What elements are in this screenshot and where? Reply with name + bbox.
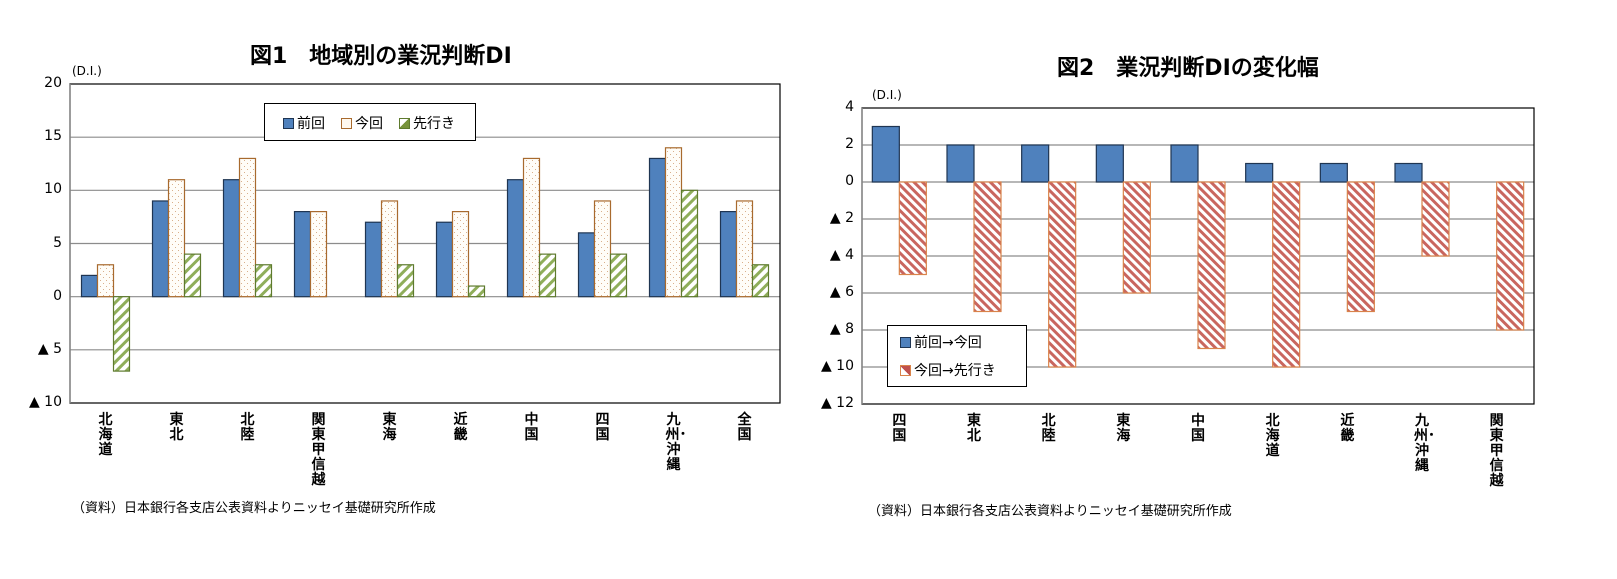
x-category-label: 東海 <box>382 412 397 443</box>
chart1-title: 図1 地域別の業況判断DI <box>250 44 512 69</box>
y-tick-label: ▲ 12 <box>820 395 854 411</box>
bar-前回→今回-東海 <box>1095 144 1124 183</box>
bar-今回-東北 <box>167 179 186 298</box>
bar-先行き-北陸 <box>254 264 273 298</box>
legend-label: 前回→今回 <box>914 335 982 351</box>
x-category-label: 近畿 <box>453 412 468 443</box>
y-tick-label: ▲ 6 <box>829 284 854 300</box>
y-tick-label: 0 <box>845 173 854 189</box>
y-tick-label: 10 <box>44 181 62 198</box>
y-tick-label: ▲ 4 <box>829 247 854 263</box>
legend-swatch-icon <box>399 117 410 129</box>
x-category-label: 北海道 <box>98 412 113 458</box>
x-category-label: 九州･沖縄 <box>665 412 687 473</box>
x-category-label: 中国 <box>1191 413 1205 444</box>
legend-swatch-icon <box>900 364 911 376</box>
chart1-source-note: （資料）日本銀行各支店公表資料よりニッセイ基礎研究所作成 <box>72 501 436 516</box>
chart1-plot-area <box>69 83 781 404</box>
y-tick-label: ▲ 10 <box>820 358 854 374</box>
legend-item: 前回 <box>283 113 325 133</box>
x-category-label: 東北 <box>967 413 981 444</box>
x-category-label: 北陸 <box>1041 413 1056 444</box>
chart2-title: 図2 業況判断DIの変化幅 <box>1057 56 1319 81</box>
bar-今回-東海 <box>380 200 399 298</box>
bar-今回-近畿 <box>451 211 470 298</box>
bar-前回→今回-九州・沖縄 <box>1394 162 1423 183</box>
bar-前回→今回-中国 <box>1170 144 1199 183</box>
chart1-unit-label: (D.I.) <box>72 64 102 78</box>
bar-今回→先行き-東北 <box>973 181 1002 313</box>
y-tick-label: 5 <box>53 234 62 251</box>
chart2-legend: 前回→今回今回→先行き <box>887 325 1027 387</box>
bar-今回-中国 <box>522 157 541 298</box>
legend-item: 前回→今回 <box>900 332 1010 352</box>
x-category-label: 四国 <box>892 413 907 444</box>
bar-先行き-東北 <box>183 253 202 298</box>
bar-先行き-中国 <box>538 253 557 298</box>
y-tick-label: 0 <box>53 287 62 304</box>
x-category-label: 東北 <box>169 412 184 443</box>
chart1-legend: 前回 今回 先行き <box>264 103 476 141</box>
bar-先行き-全国 <box>751 264 770 298</box>
legend-label: 今回→先行き <box>914 363 996 379</box>
x-category-label: 四国 <box>595 412 610 443</box>
bar-前回→今回-北陸 <box>1021 144 1050 183</box>
bar-先行き-四国 <box>609 253 628 298</box>
legend-label: 今回 <box>355 116 383 132</box>
y-tick-label: 4 <box>845 99 854 115</box>
bar-今回→先行き-四国 <box>898 181 927 276</box>
bar-前回→今回-四国 <box>871 125 900 183</box>
chart2-source-note: （資料）日本銀行各支店公表資料よりニッセイ基礎研究所作成 <box>868 504 1232 519</box>
x-category-label: 関東甲信越 <box>311 412 326 488</box>
bar-今回-全国 <box>735 200 754 298</box>
bar-今回-北陸 <box>238 157 257 298</box>
legend-label: 先行き <box>413 116 455 132</box>
bar-先行き-北海道 <box>112 296 131 372</box>
legend-swatch-icon <box>341 117 352 129</box>
y-tick-label: ▲ 2 <box>829 210 854 226</box>
legend-label: 前回 <box>297 116 325 132</box>
bar-前回→今回-近畿 <box>1319 162 1348 183</box>
x-category-label: 近畿 <box>1340 413 1355 444</box>
bar-今回→先行き-関東甲信越 <box>1496 181 1525 331</box>
y-tick-label: ▲ 5 <box>37 340 62 357</box>
x-category-label: 東海 <box>1116 413 1131 444</box>
legend-item: 先行き <box>399 113 455 133</box>
bar-先行き-九州・沖縄 <box>680 189 699 298</box>
bar-先行き-東海 <box>396 264 415 298</box>
x-category-label: 関東甲信越 <box>1489 413 1504 489</box>
x-category-label: 北海道 <box>1265 413 1280 459</box>
y-tick-label: ▲ 10 <box>28 394 62 410</box>
bar-今回→先行き-北海道 <box>1272 181 1301 368</box>
bar-今回→先行き-北陸 <box>1048 181 1077 368</box>
bar-前回→今回-北海道 <box>1245 162 1274 183</box>
bar-今回→先行き-九州・沖縄 <box>1421 181 1450 257</box>
legend-item: 今回 <box>341 113 383 133</box>
bar-先行き-近畿 <box>467 285 486 298</box>
bar-今回-四国 <box>593 200 612 298</box>
bar-今回→先行き-東海 <box>1122 181 1151 294</box>
bar-今回-関東甲信越 <box>309 211 328 298</box>
x-category-label: 北陸 <box>240 412 255 443</box>
y-tick-label: 15 <box>44 128 62 145</box>
bar-前回→今回-東北 <box>946 144 975 183</box>
x-category-label: 全国 <box>737 412 752 443</box>
x-category-label: 九州･沖縄 <box>1414 413 1435 474</box>
x-category-label: 中国 <box>524 412 539 443</box>
chart2-unit-label: (D.I.) <box>872 88 902 102</box>
legend-swatch-icon <box>283 117 294 129</box>
legend-item: 今回→先行き <box>900 360 1010 380</box>
bar-今回→先行き-近畿 <box>1346 181 1375 313</box>
bar-今回→先行き-中国 <box>1197 181 1226 350</box>
y-tick-label: ▲ 8 <box>829 321 854 337</box>
bar-今回-北海道 <box>96 264 115 298</box>
legend-swatch-icon <box>900 336 911 348</box>
y-tick-label: 2 <box>845 136 854 152</box>
y-tick-label: 20 <box>44 75 62 91</box>
